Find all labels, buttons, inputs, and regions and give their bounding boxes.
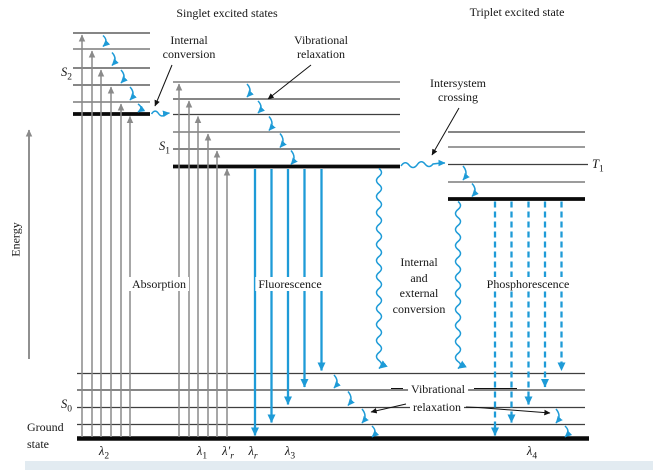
leader-vibrational-relaxation-left (370, 403, 407, 414)
leader-intersystem-crossing (431, 107, 460, 156)
label-phosphorescence: Phosphorescence (483, 277, 573, 291)
label-vibrational-relaxation-top: Vibrational relaxation (294, 33, 348, 61)
vibrational-cascade-s1 (246, 83, 298, 165)
leader-internal-conversion (154, 64, 173, 107)
phosphorescence-arrows (491, 201, 566, 436)
leader-vibrational-relaxation-right (465, 406, 551, 416)
energy-axis-label: Energy (8, 222, 23, 257)
lambda3-label: λ3 (284, 444, 296, 462)
label-fluorescence: Fluorescence (255, 277, 325, 291)
s1-state-label: S1 (159, 139, 170, 157)
label-vibrational-relaxation-bottom-1: Vibrational (408, 382, 468, 396)
intersystem-crossing-wavy-icon (400, 159, 446, 169)
lambda2-label: λ2 (98, 444, 110, 462)
leader-arrows (154, 64, 551, 416)
lambda4-label: λ4 (526, 444, 538, 462)
label-internal-external-conversion: Internal and external conversion (392, 255, 446, 316)
s1-levels (173, 81, 400, 169)
label-internal-conversion: Internal conversion (162, 33, 216, 61)
label-vibrational-relaxation-bottom-2: relaxation (410, 400, 464, 414)
vibrational-cascade-s2 (102, 34, 146, 113)
absorption-arrows-lambda2 (78, 34, 134, 437)
lambda-r-label: λr (248, 444, 258, 462)
ground-state-levels (77, 372, 589, 441)
s0-state-label: S0 (61, 397, 72, 415)
lambda-r-prime-label: λ′r (222, 444, 234, 462)
label-intersystem-crossing: Intersystem crossing (430, 76, 486, 104)
vibrational-cascade-ground-left (333, 374, 380, 438)
vibrational-cascade-t1 (462, 165, 479, 198)
t1-state-label: T1 (592, 157, 604, 175)
ground-state-label: Ground state (27, 420, 64, 451)
leader-vibrational-relaxation-top (267, 64, 312, 100)
absorption-arrows-lambda1 (175, 83, 231, 437)
internal-external-conversion-wavy-right (454, 200, 467, 370)
label-absorption: Absorption (129, 277, 189, 291)
lambda1-label: λ1 (196, 444, 208, 462)
page-edge-strip (25, 461, 653, 470)
fluorescence-arrows (251, 169, 326, 436)
title-triplet-excited-state: Triplet excited state (469, 5, 565, 19)
internal-external-conversion-wavy-left (375, 167, 388, 370)
t1-levels (448, 131, 588, 201)
vibrational-cascade-ground-right (555, 408, 573, 438)
internal-conversion-wavy-icon (150, 110, 170, 118)
s2-state-label: S2 (61, 65, 72, 83)
title-singlet-excited-states: Singlet excited states (176, 6, 278, 20)
